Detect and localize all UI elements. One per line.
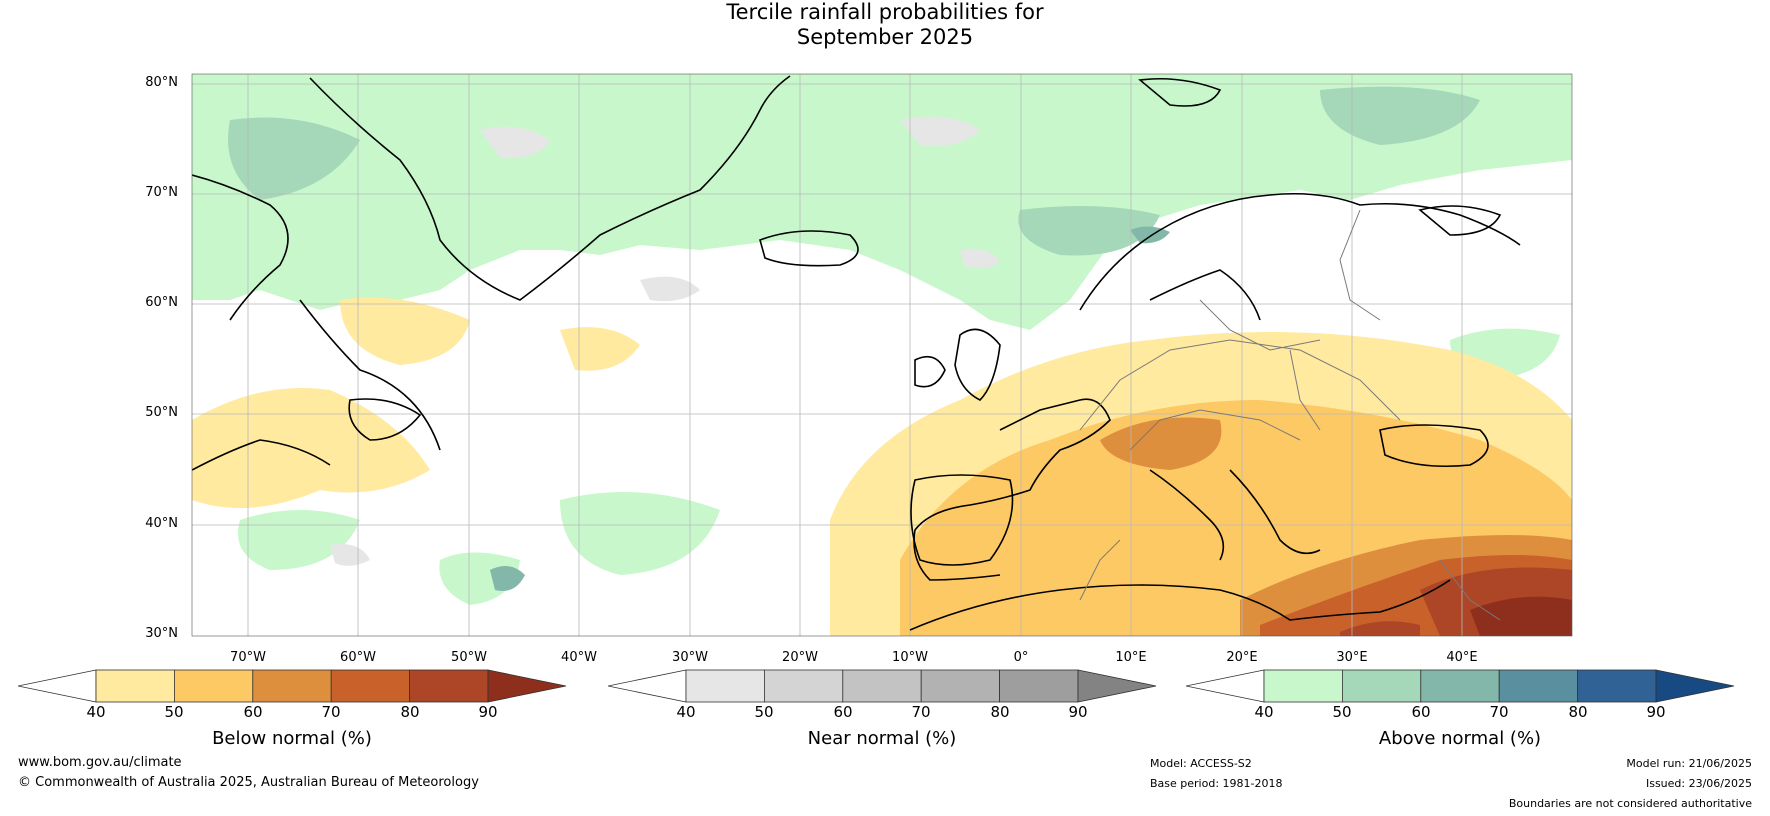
colorbar-segment [920,669,1001,703]
lon-label-10e: 10°E [1115,650,1147,665]
colorbar-segment [1420,669,1500,703]
colorbar-extend-low [18,669,97,703]
model-text: Model: ACCESS-S2 [1150,757,1252,770]
colorbar-segment [252,669,332,703]
lon-label-0: 0° [1013,650,1029,665]
baffin-coast [192,174,289,321]
colorbar-segment [95,669,175,703]
lon-label-40w: 40°W [561,650,597,665]
lat-label-60n: 60°N [145,295,178,310]
north-africa-coast [909,579,1451,631]
canada-coast [192,439,331,471]
colorbar-segment [1498,669,1579,703]
cbar1-tick-40: 40 [86,703,106,721]
map-plot-area [192,74,1572,636]
cbar3-tick-40: 40 [1254,703,1274,721]
cbar3-tick-80: 80 [1568,703,1588,721]
black-sea-coast [1379,424,1489,468]
british-isles-coast [954,328,1001,401]
title-line-1: Tercile rainfall probabilities for [726,0,1044,24]
cbar1-tick-90: 90 [478,703,498,721]
lat-label-80n: 80°N [145,75,178,90]
colorbar-segment [999,669,1079,703]
cbar1-tick-50: 50 [164,703,184,721]
cbar2-tick-90: 90 [1068,703,1088,721]
colorbar-segment [1577,669,1657,703]
colorbar-segment [842,669,922,703]
balkans-coast [1229,469,1321,555]
labrador-coast [299,299,441,451]
lon-label-70w: 70°W [230,650,266,665]
colorbar-below-normal-title: Below normal (%) [212,728,372,749]
italy-coast [1149,469,1225,561]
colorbar-near-normal [608,669,1157,703]
baltic-coast [1149,269,1261,321]
title-line-2: September 2025 [796,25,974,49]
colorbar-extend-low [1186,669,1265,703]
europe-coast [913,398,1111,581]
colorbar-segment [409,669,489,703]
lon-label-60w: 60°W [340,650,376,665]
lon-label-20e: 20°E [1226,650,1258,665]
model-run-text: Model run: 21/06/2025 [1626,757,1752,770]
disclaimer-text: Boundaries are not considered authoritat… [1508,797,1752,810]
ireland-coast [914,355,946,388]
iceland-coast [759,230,859,267]
colorbar-segment [1341,669,1422,703]
colorbar-segment [763,669,844,703]
lat-label-40n: 40°N [145,516,178,531]
colorbar-extend-high [487,669,567,703]
lon-label-30e: 30°E [1336,650,1368,665]
cbar2-tick-60: 60 [833,703,853,721]
colorbar-segment [330,669,411,703]
cbar1-tick-80: 80 [400,703,420,721]
cbar3-tick-60: 60 [1411,703,1431,721]
colorbar-segment [173,669,254,703]
svalbard-coast [1138,77,1222,107]
lat-label-30n: 30°N [145,626,178,641]
colorbar-above-normal [1186,669,1735,703]
cbar3-tick-50: 50 [1332,703,1352,721]
colorbar-below-normal [18,669,567,703]
cbar2-tick-40: 40 [676,703,696,721]
greenland-coast [309,75,791,301]
map-frame [191,73,1573,637]
colorbar-extend-high [1077,669,1157,703]
base-period-text: Base period: 1981-2018 [1150,777,1283,790]
copyright-text: © Commonwealth of Australia 2025, Austra… [18,775,479,790]
lon-label-20w: 20°W [782,650,818,665]
cbar3-tick-70: 70 [1489,703,1509,721]
lon-label-40e: 40°E [1446,650,1478,665]
cbar2-tick-80: 80 [990,703,1010,721]
cbar2-tick-50: 50 [754,703,774,721]
country-borders [1079,209,1501,621]
colorbar-segment [1263,669,1343,703]
cbar3-tick-90: 90 [1646,703,1666,721]
novaya-zemlya-coast [1418,205,1502,236]
coastlines [192,75,1521,631]
lon-label-50w: 50°W [451,650,487,665]
newfoundland-coast [348,398,422,441]
issued-text: Issued: 23/06/2025 [1645,777,1752,790]
iberia-coast [910,474,1014,566]
lat-label-70n: 70°N [145,185,178,200]
colorbar-above-normal-title: Above normal (%) [1378,728,1542,749]
colorbar-extend-low [608,669,687,703]
colorbar-extend-high [1655,669,1735,703]
lat-label-50n: 50°N [145,405,178,420]
cbar1-tick-70: 70 [321,703,341,721]
cbar2-tick-70: 70 [911,703,931,721]
website-link[interactable]: www.bom.gov.au/climate [18,755,182,770]
colorbar-segment [685,669,765,703]
cbar1-tick-60: 60 [243,703,263,721]
lon-label-10w: 10°W [892,650,928,665]
scandinavia-coast [1079,192,1521,311]
lon-label-30w: 30°W [672,650,708,665]
map-gridlines [192,74,1572,636]
colorbar-near-normal-title: Near normal (%) [807,728,957,749]
chart-title: Tercile rainfall probabilities for Septe… [0,0,1770,50]
